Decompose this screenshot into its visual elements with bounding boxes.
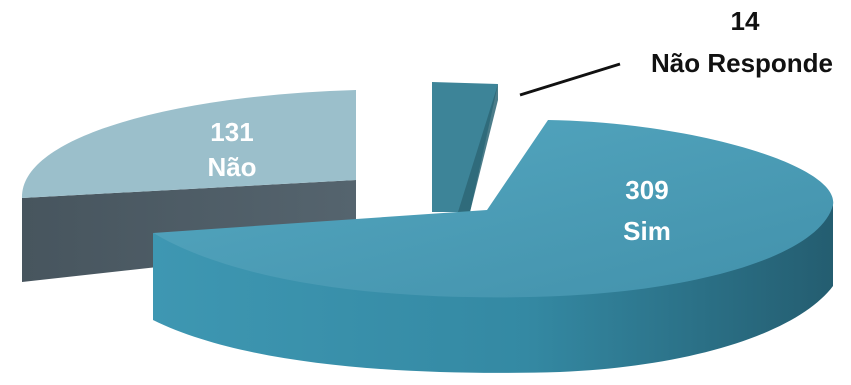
pie-slice-sim: [153, 120, 834, 373]
pie-slice-nao-responde-shade: [458, 84, 498, 212]
label-nao-responde-value: 14: [731, 6, 760, 36]
label-sim-name: Sim: [623, 216, 671, 246]
pie-slice-nao-top: [21, 90, 357, 198]
label-nao-name: Não: [207, 152, 256, 182]
nao-responde-leader-line: [519, 62, 621, 97]
label-nao-value: 131: [210, 117, 253, 147]
pie-slice-nao-responde: [432, 82, 498, 212]
pie-slice-nao-responde-top: [432, 82, 498, 212]
pie-slice-sim-top: [153, 120, 834, 298]
label-sim-value: 309: [625, 175, 668, 205]
label-nao-responde-name: Não Responde: [651, 48, 833, 78]
pie-slice-sim-side: [153, 205, 833, 373]
